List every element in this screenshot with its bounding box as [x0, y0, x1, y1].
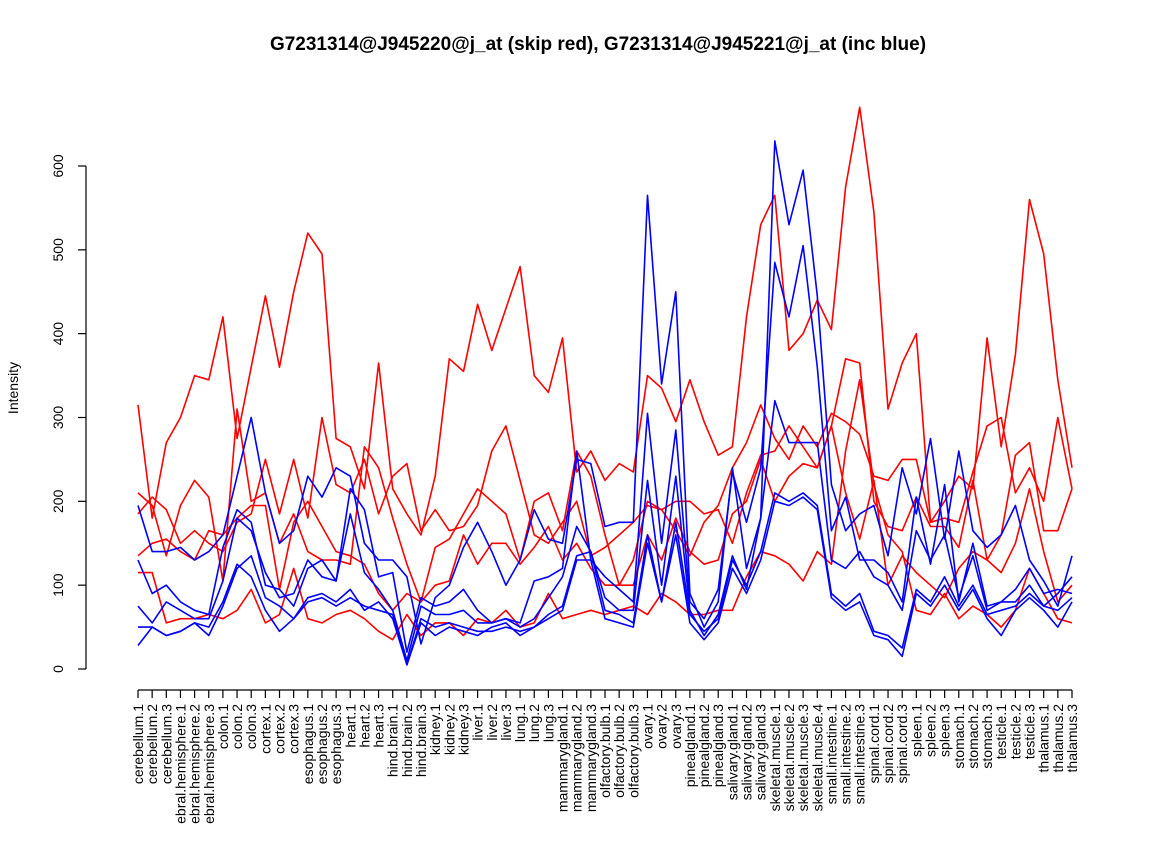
series-layer — [137, 106, 1073, 666]
x-tick-label: stomach.1 — [951, 704, 967, 769]
x-tick-label: spleen.1 — [908, 704, 924, 757]
x-tick-label: kidney.1 — [427, 704, 443, 755]
x-tick-label: hind.brain.2 — [399, 704, 415, 777]
x-tick-label: mammarygland.1 — [555, 704, 571, 812]
x-tick-label: hind.brain.3 — [413, 704, 429, 777]
x-tick-label: ebral.hemisphere.2 — [187, 704, 203, 824]
x-tick-label: colon.1 — [215, 704, 231, 749]
x-tick-label: salivary.gland.2 — [739, 704, 755, 800]
x-tick-label: salivary.gland.3 — [753, 704, 769, 800]
x-tick-label: colon.2 — [229, 704, 245, 749]
x-tick-label: cortex.1 — [257, 704, 273, 754]
y-tick-label: 100 — [50, 573, 66, 597]
x-tick-label: spleen.3 — [937, 704, 953, 757]
chart-title: G7231314@J945220@j_at (skip red), G72313… — [270, 34, 926, 55]
x-tick-label: liver.2 — [484, 704, 500, 741]
x-tick-label: olfactory.bulb.1 — [597, 704, 613, 798]
x-tick-label: thalamus.1 — [1036, 704, 1052, 773]
y-axis: 0 100 200 300 400 500 600 — [50, 154, 87, 673]
x-tick-label: cerebellum.1 — [130, 704, 146, 784]
y-axis-label: Intensity — [5, 362, 21, 414]
x-tick-label: ovary.1 — [639, 704, 655, 749]
x-tick-label: lung.2 — [526, 704, 542, 742]
series-line-skip-4 — [137, 425, 1073, 612]
x-tick-label: ovary.3 — [668, 704, 684, 749]
x-tick-label: colon.3 — [243, 704, 259, 749]
x-tick-label: ovary.2 — [654, 704, 670, 749]
x-axis: cerebellum.1cerebellum.2cerebellum.3ebra… — [130, 689, 1080, 824]
x-tick-label: cerebellum.3 — [158, 704, 174, 784]
x-tick-label: olfactory.bulb.2 — [611, 704, 627, 798]
x-tick-label: lung.1 — [512, 704, 528, 742]
x-tick-label: pinealgland.3 — [710, 704, 726, 788]
x-tick-label: ebral.hemisphere.1 — [172, 704, 188, 824]
x-tick-label: cortex.2 — [272, 704, 288, 754]
x-tick-label: esophagus.1 — [300, 704, 316, 784]
x-tick-label: pinealgland.1 — [682, 704, 698, 788]
y-tick-label: 0 — [50, 665, 66, 673]
x-tick-label: liver.1 — [470, 704, 486, 741]
series-line-inc-6 — [137, 140, 1073, 645]
x-tick-label: small.intestine.1 — [823, 704, 839, 805]
x-tick-label: kidney.2 — [441, 704, 457, 755]
series-line-inc-8 — [137, 399, 1073, 662]
x-tick-label: ebral.hemisphere.3 — [201, 704, 217, 824]
series-line-skip-3 — [137, 357, 1073, 561]
series-line-skip-2 — [137, 404, 1073, 603]
x-tick-label: lung.3 — [540, 704, 556, 742]
x-tick-label: stomach.3 — [979, 704, 995, 769]
x-tick-label: testicle.3 — [1022, 704, 1038, 759]
x-tick-label: skeletal.muscle.3 — [795, 704, 811, 812]
x-tick-label: spleen.2 — [922, 704, 938, 757]
x-tick-label: heart.1 — [342, 704, 358, 748]
x-tick-label: thalamus.2 — [1050, 704, 1066, 773]
x-tick-label: spinal.cord.3 — [894, 704, 910, 784]
x-tick-label: olfactory.bulb.3 — [625, 704, 641, 798]
y-tick-label: 300 — [50, 406, 66, 430]
x-tick-label: small.intestine.3 — [852, 704, 868, 805]
series-line-skip-1 — [137, 106, 1073, 536]
series-line-skip-5 — [138, 378, 1073, 641]
x-tick-label: liver.3 — [498, 704, 514, 741]
x-tick-label: skeletal.muscle.2 — [781, 704, 797, 812]
x-tick-label: stomach.2 — [965, 704, 981, 769]
x-tick-label: thalamus.3 — [1064, 704, 1080, 773]
y-tick-label: 400 — [50, 322, 66, 346]
x-tick-label: heart.2 — [356, 704, 372, 748]
x-tick-label: spinal.cord.1 — [866, 704, 882, 784]
x-tick-label: mammarygland.3 — [583, 704, 599, 812]
x-tick-label: heart.3 — [371, 704, 387, 748]
x-tick-label: cortex.3 — [286, 704, 302, 754]
x-tick-label: kidney.3 — [455, 704, 471, 755]
x-tick-label: skeletal.muscle.1 — [767, 704, 783, 812]
x-tick-label: testicle.2 — [1007, 704, 1023, 759]
x-tick-label: esophagus.2 — [314, 704, 330, 784]
x-tick-label: esophagus.3 — [328, 704, 344, 784]
series-line-inc-7 — [137, 244, 1073, 654]
series-line-inc-10 — [137, 496, 1073, 666]
x-tick-label: testicle.1 — [993, 704, 1009, 759]
x-tick-label: pinealgland.2 — [696, 704, 712, 788]
x-tick-label: mammarygland.2 — [569, 704, 585, 812]
x-tick-label: cerebellum.2 — [144, 704, 160, 784]
x-tick-label: small.intestine.2 — [838, 704, 854, 805]
y-tick-label: 600 — [50, 154, 66, 178]
x-tick-label: skeletal.muscle.4 — [809, 704, 825, 812]
x-tick-label: hind.brain.1 — [385, 704, 401, 777]
x-tick-label: salivary.gland.1 — [724, 704, 740, 800]
x-tick-label: spinal.cord.2 — [880, 704, 896, 784]
y-tick-label: 200 — [50, 489, 66, 513]
y-tick-label: 500 — [50, 238, 66, 262]
